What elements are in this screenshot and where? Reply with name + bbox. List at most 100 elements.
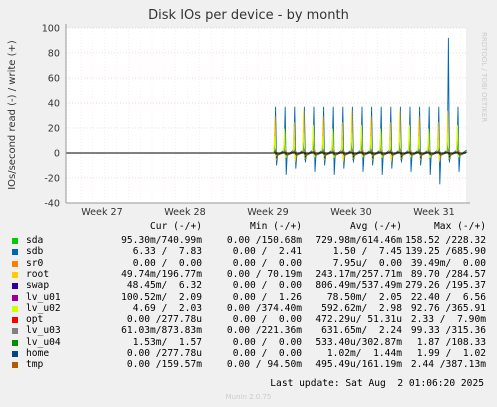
legend-row-lv_u04: lv_u04 1.53m/ 1.57 0.00 / 0.00 533.40u/302.… bbox=[12, 337, 492, 349]
legend-name: sdb bbox=[26, 246, 44, 258]
x-tick-label: Week 31 bbox=[413, 207, 455, 215]
legend-header-avg: Avg (-/+) bbox=[350, 221, 402, 232]
legend-swatch bbox=[12, 328, 18, 335]
legend-swatch bbox=[12, 260, 18, 267]
legend-name: tmp bbox=[26, 359, 44, 371]
legend-swatch bbox=[12, 271, 18, 278]
legend-swatch bbox=[12, 317, 18, 324]
legend-header-cur: Cur (-/+) bbox=[150, 221, 202, 232]
legend-cur: 48.45m/ 6.32 bbox=[126, 280, 202, 292]
legend-name: sr0 bbox=[26, 257, 44, 269]
legend-name: opt bbox=[26, 314, 44, 326]
legend-row-lv_u02: lv_u02 4.69 / 2.03 0.00 /374.40m 592.62m/ 2… bbox=[12, 303, 492, 315]
legend-avg: 533.40u/302.87m bbox=[315, 336, 402, 348]
legend-cur: 100.52m/ 2.09 bbox=[121, 291, 202, 303]
y-tick-label: 100 bbox=[42, 24, 60, 35]
munin-version: Munin 2.0.75 bbox=[225, 393, 272, 401]
y-tick-label: 20 bbox=[48, 124, 60, 135]
legend-max: 22.40 / 6.56 bbox=[410, 291, 486, 303]
legend-avg: 7.95u/ 0.00 bbox=[332, 257, 402, 269]
legend-max: 39.49m/ 0.00 bbox=[410, 257, 486, 269]
legend-avg: 631.65m/ 2.24 bbox=[321, 325, 402, 337]
y-tick-label: 60 bbox=[48, 74, 60, 85]
legend-cur: 1.53m/ 1.57 bbox=[132, 336, 202, 348]
legend-min: 0.00 / 94.50m bbox=[226, 359, 302, 371]
legend-max: 139.25 /685.90 bbox=[405, 246, 486, 258]
legend-min: 0.00 /221.36m bbox=[226, 325, 302, 337]
legend-min: 0.00 /150.68m bbox=[226, 235, 302, 246]
legend-cur: 95.30m/740.99m bbox=[121, 235, 202, 246]
legend-avg: 806.49m/537.49m bbox=[315, 280, 402, 292]
axis-layer: -40 -20 0 20 40 60 80 100 Week 27 Week 28 Week 29 W… bbox=[42, 24, 470, 215]
legend-row-sdb: sdb 6.33 / 7.83 0.00 / 2.41 1.50 / 7.45 139.… bbox=[12, 246, 492, 258]
legend-swatch bbox=[12, 238, 18, 244]
legend-name: home bbox=[26, 348, 50, 359]
legend-swatch bbox=[12, 283, 18, 290]
legend-min: 0.00 / 2.41 bbox=[232, 246, 302, 258]
legend-min: 0.00 / 0.00 bbox=[232, 280, 302, 292]
legend-max: 92.76 /365.91 bbox=[410, 302, 486, 314]
legend-cur: 0.00 / 0.00 bbox=[132, 257, 202, 269]
x-tick-label: Week 29 bbox=[247, 207, 289, 215]
legend-avg: 495.49u/161.19m bbox=[315, 359, 402, 371]
legend-name: lv_u01 bbox=[26, 291, 61, 303]
legend-name: swap bbox=[26, 280, 50, 292]
legend-swatch bbox=[12, 339, 18, 346]
legend-row-sda: sda 95.30m/740.99m 0.00 /150.68m 729.98m/61… bbox=[12, 235, 492, 247]
legend-min: 0.00 / 0.00 bbox=[232, 257, 302, 269]
legend-name: lv_u04 bbox=[26, 336, 61, 348]
legend-swatch bbox=[12, 362, 18, 369]
rrdtool-watermark: RRDTOOL / TOBI OETIKER bbox=[480, 32, 488, 123]
legend-min: 0.00 / 0.00 bbox=[232, 348, 302, 359]
legend-max: 1.87 /108.33 bbox=[416, 336, 486, 348]
legend-cur: 0.00 /277.78u bbox=[126, 314, 202, 326]
y-tick-label: 0 bbox=[54, 149, 60, 160]
legend-min: 0.00 /374.40m bbox=[226, 302, 302, 314]
legend-avg: 1.02m/ 1.44m bbox=[326, 348, 402, 359]
legend-avg: 243.17m/257.71m bbox=[315, 268, 402, 280]
legend-row-root: root 49.74m/196.77m 0.00 / 70.19m 243.17m/2… bbox=[12, 269, 492, 281]
last-update: Last update: Sat Aug 2 01:06:20 2025 bbox=[270, 378, 484, 389]
series-sdb bbox=[274, 37, 467, 185]
legend-max: 2.33 / 7.90m bbox=[410, 314, 486, 326]
legend-avg: 729.98m/614.46m bbox=[315, 235, 402, 246]
legend-max: 158.52 /228.32 bbox=[405, 235, 486, 246]
legend-swatch bbox=[12, 351, 18, 357]
legend-max: 1.99 / 1.02 bbox=[416, 348, 486, 359]
plot-background bbox=[66, 28, 466, 203]
legend-cur: 49.74m/196.77m bbox=[121, 268, 202, 280]
legend-min: 0.00 / 70.19m bbox=[226, 268, 302, 280]
legend-row-tmp: tmp 0.00 /159.57m 0.00 / 94.50m 495.49u/161… bbox=[12, 359, 492, 371]
legend-header-row: Cur (-/+) Min (-/+) Avg (-/+) Max (-/+) bbox=[12, 221, 492, 233]
legend-cur: 0.00 /277.78u bbox=[126, 348, 202, 359]
legend-header-min: Min (-/+) bbox=[250, 221, 302, 232]
legend-max: 99.33 /315.36 bbox=[410, 325, 486, 337]
legend-max: 279.26 /195.37 bbox=[405, 280, 486, 292]
y-tick-label: 40 bbox=[48, 99, 60, 110]
legend-max: 2.44 /387.13m bbox=[410, 359, 486, 371]
legend-avg: 78.50m/ 2.05 bbox=[326, 291, 402, 303]
legend-swatch bbox=[12, 294, 18, 301]
legend-cur: 0.00 /159.57m bbox=[126, 359, 202, 371]
legend-row-swap: swap 48.45m/ 6.32 0.00 / 0.00 806.49m/537.4… bbox=[12, 280, 492, 292]
x-tick-label: Week 30 bbox=[330, 207, 372, 215]
legend-row-lv_u01: lv_u01 100.52m/ 2.09 0.00 / 1.26 78.50m/ 2.… bbox=[12, 292, 492, 304]
legend-row-home: home 0.00 /277.78u 0.00 / 0.00 1.02m/ 1.44m… bbox=[12, 348, 492, 360]
chart-title: Disk IOs per device - by month bbox=[148, 8, 349, 23]
legend-name: lv_u02 bbox=[26, 302, 61, 314]
legend-min: 0.00 / 0.00 bbox=[232, 336, 302, 348]
legend-cur: 4.69 / 2.03 bbox=[132, 302, 202, 314]
legend-cur: 61.03m/873.83m bbox=[121, 325, 202, 337]
legend-name: sda bbox=[26, 235, 44, 246]
x-tick-label: Week 27 bbox=[81, 207, 123, 215]
y-axis-label: IOs/second read (-) / write (+) bbox=[7, 40, 18, 190]
legend-avg: 1.50 / 7.45 bbox=[332, 246, 402, 258]
y-tick-label: 80 bbox=[48, 49, 60, 60]
legend-swatch bbox=[12, 305, 18, 312]
legend-min: 0.00 / 0.00 bbox=[232, 314, 302, 326]
legend-cur: 6.33 / 7.83 bbox=[132, 246, 202, 258]
legend-name: root bbox=[26, 268, 50, 280]
legend-row-opt: opt 0.00 /277.78u 0.00 / 0.00 472.29u/ 51.3… bbox=[12, 314, 492, 326]
chart-area: -40 -20 0 20 40 60 80 100 Week 27 Week 28 Week 29 W… bbox=[7, 24, 470, 215]
legend-min: 0.00 / 1.26 bbox=[232, 291, 302, 303]
